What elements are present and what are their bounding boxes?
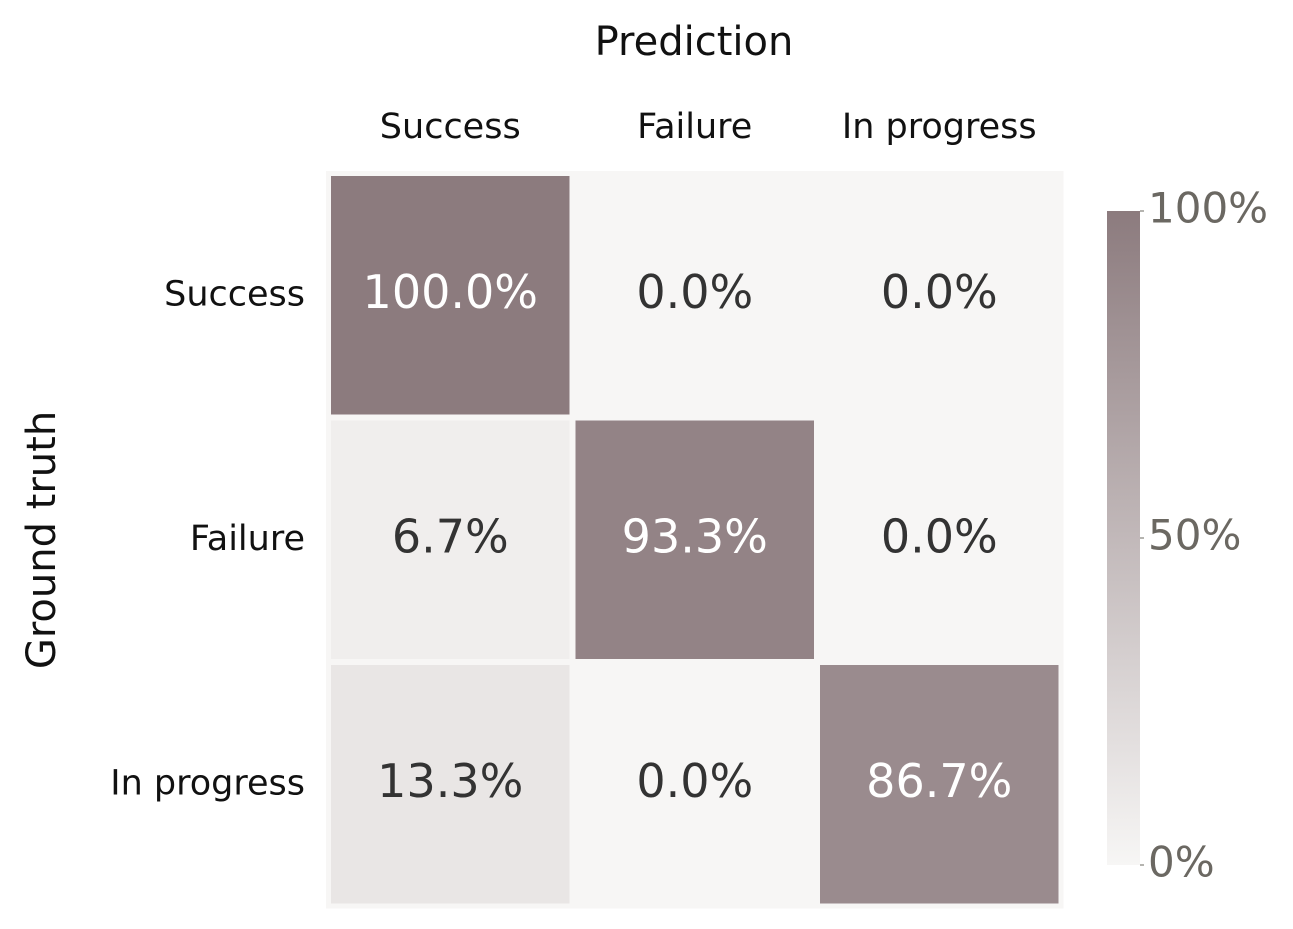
cell-value-label: 86.7% — [866, 754, 1012, 808]
colorbar — [1107, 211, 1140, 865]
heatmap-cell — [575, 665, 814, 904]
heatmap-cell — [575, 420, 814, 659]
y-tick-label: In progress — [110, 763, 305, 803]
cell-value-label: 100.0% — [363, 265, 538, 319]
x-tick-label: Failure — [637, 107, 752, 147]
heatmap-cell — [331, 176, 570, 415]
heatmap-cell — [820, 420, 1059, 659]
cell-value-label: 0.0% — [881, 265, 998, 319]
y-axis-title: Ground truth — [19, 411, 65, 669]
heatmap-cell — [331, 420, 570, 659]
cell-value-label: 0.0% — [636, 265, 753, 319]
cell-value-label: 0.0% — [881, 509, 998, 563]
heatmap-cell — [820, 665, 1059, 904]
colorbar-tick-label: 50% — [1148, 511, 1241, 560]
heatmap-cell — [575, 176, 814, 415]
cell-value-label: 0.0% — [636, 754, 753, 808]
x-tick-label: Success — [380, 107, 521, 147]
cell-value-label: 13.3% — [377, 754, 523, 808]
x-tick-label: In progress — [842, 107, 1037, 147]
heatmap-cell — [331, 665, 570, 904]
cell-value-label: 6.7% — [392, 509, 509, 563]
cell-value-label: 93.3% — [622, 509, 768, 563]
y-tick-label: Failure — [190, 519, 305, 559]
colorbar-tick-label: 100% — [1148, 184, 1268, 233]
colorbar-tick-label: 0% — [1148, 838, 1215, 887]
heatmap-cell — [820, 176, 1059, 415]
y-tick-label: Success — [164, 274, 305, 314]
x-axis-title: Prediction — [595, 19, 794, 65]
